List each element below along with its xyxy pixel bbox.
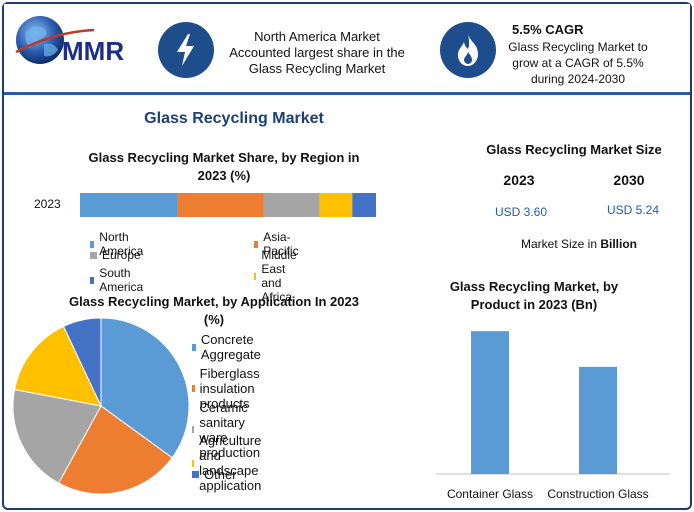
legend-label: Ceramic sanitary ware production: [199, 399, 261, 460]
product-bar-0: [471, 331, 509, 474]
mmr-logo: MMR: [15, 16, 124, 66]
market-size-value-2030: USD 5.24: [606, 203, 660, 217]
box2-line-3: during 2024-2030: [530, 72, 626, 86]
application-legend-item-0: Concrete Aggregate: [192, 332, 264, 362]
lightning-badge: [158, 22, 214, 78]
box2-text: Glass Recycling Market to grow at a CAGR…: [504, 39, 652, 87]
legend-swatch: [192, 459, 195, 467]
pie-slice-4: [62, 317, 102, 407]
pie-slice-0: [100, 317, 190, 459]
market-size-title: Glass Recycling Market Size: [486, 142, 662, 157]
product-bar-1: [579, 366, 617, 474]
legend-swatch: [254, 240, 259, 248]
box2-title: 5.5% CAGR: [512, 22, 584, 37]
legend-swatch: [192, 471, 199, 479]
legend-swatch: [90, 251, 97, 259]
header-divider: [4, 92, 690, 95]
legend-label: Asia-Pacific: [263, 230, 299, 258]
product-bar-chart: Container Glass Construction Glass: [436, 331, 670, 501]
legend-swatch: [90, 276, 95, 284]
main-title: Glass Recycling Market: [144, 110, 324, 127]
legend-label: South America: [99, 266, 144, 294]
box1-text: North America Market Accounted largest s…: [222, 29, 412, 77]
region-legend-item-3: Middle East and Africa: [254, 248, 301, 304]
region-legend-item-1: Asia-Pacific: [254, 230, 301, 258]
legend-swatch: [192, 384, 195, 392]
application-chart-title: Glass Recycling Market, by Application I…: [44, 293, 384, 329]
legend-swatch: [192, 426, 195, 434]
market-size-value-2023: USD 3.60: [494, 205, 548, 219]
flame-icon: [458, 34, 478, 66]
legend-label: Other: [204, 467, 237, 483]
region-bar-segment-1: [177, 193, 264, 217]
product-category-label-1: Construction Glass: [547, 487, 648, 501]
market-size-note-prefix: Market Size in: [520, 237, 601, 251]
application-legend-item-4: Other: [192, 467, 237, 482]
flame-badge: [440, 22, 496, 78]
region-bar-segment-4: [352, 193, 376, 217]
box2-line-2: grow at a CAGR of 5.5%: [512, 56, 644, 70]
legend-swatch: [254, 272, 257, 280]
application-legend-item-2: Ceramic sanitary ware production: [192, 400, 265, 460]
legend-label: Middle East and Africa: [261, 248, 297, 304]
legend-label: Agriculture and landscape application: [199, 433, 262, 494]
market-size-note-unit: Billion: [600, 237, 638, 251]
region-stacked-bar: [80, 193, 376, 217]
header-band: MMR North America Market Accounted large…: [4, 4, 690, 92]
application-title-line-2: (%): [203, 312, 225, 327]
application-legend-item-1: Fiberglass insulation products: [192, 366, 264, 411]
box1-line-3: Glass Recycling Market: [248, 61, 386, 76]
region-chart-title: Glass Recycling Market Share, by Region …: [64, 149, 384, 185]
application-legend-item-3: Agriculture and landscape application: [192, 433, 266, 493]
legend-swatch: [192, 343, 196, 351]
box2-line-1: Glass Recycling Market to: [508, 40, 648, 54]
market-size-year-2023: 2023: [503, 172, 535, 188]
region-bar-segment-0: [80, 193, 178, 217]
legend-label: Concrete Aggregate: [200, 332, 261, 362]
application-title-line-1: Glass Recycling Market, by Application I…: [69, 294, 359, 309]
pie-slice-1: [57, 405, 173, 495]
market-size-year-2030: 2030: [613, 172, 645, 188]
legend-label: Fiberglass insulation products: [199, 365, 260, 411]
region-bar-segment-2: [263, 193, 320, 217]
region-legend-item-0: North America: [90, 230, 146, 258]
region-legend-item-4: South America: [90, 266, 146, 294]
region-legend-item-2: Europe: [90, 248, 141, 262]
product-category-label-0: Container Glass: [447, 487, 533, 501]
region-title-line-2: 2023 (%): [197, 168, 251, 183]
legend-label: Europe: [102, 248, 141, 262]
lightning-icon: [177, 34, 194, 66]
region-title-line-1: Glass Recycling Market Share, by Region …: [88, 150, 360, 165]
region-category-label: 2023: [34, 197, 61, 211]
product-title-line-1: Glass Recycling Market, by: [449, 279, 619, 294]
region-bar-segment-3: [319, 193, 353, 217]
market-size-note: Market Size in Billion: [494, 236, 664, 252]
legend-label: North America: [99, 230, 144, 258]
box1-line-2: Accounted largest share in the: [229, 45, 405, 60]
legend-swatch: [90, 240, 95, 248]
pie-slice-3: [13, 325, 102, 407]
product-title-line-2: Product in 2023 (Bn): [470, 297, 598, 312]
box1-line-1: North America Market: [254, 29, 380, 44]
product-chart-title: Glass Recycling Market, by Product in 20…: [434, 278, 634, 314]
logo-text: MMR: [62, 36, 124, 66]
pie-slice-2: [12, 388, 102, 484]
application-pie-chart: [12, 317, 190, 495]
